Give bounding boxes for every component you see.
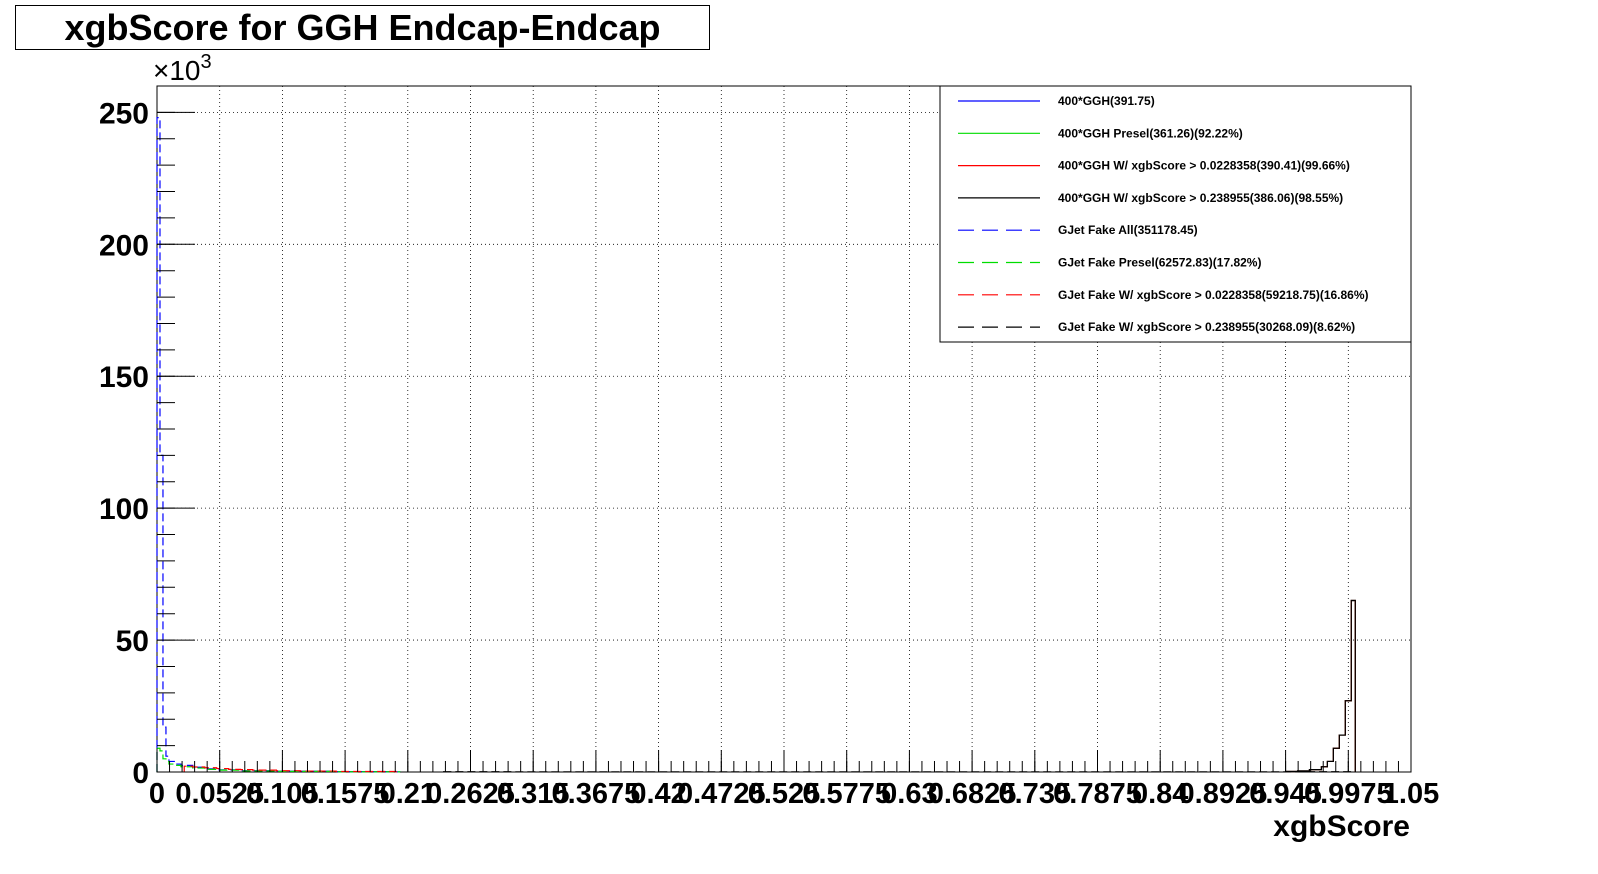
legend: 400*GGH(391.75) 400*GGH Presel(361.26)(92… bbox=[939, 85, 1412, 343]
series-group bbox=[156, 117, 1356, 773]
y-tick-label: 100 bbox=[99, 493, 149, 526]
legend-entry-label: 400*GGH(391.75) bbox=[1058, 94, 1155, 108]
x-tick-label: 0.7875 bbox=[1053, 778, 1142, 810]
x-tick-label: 0.1575 bbox=[301, 778, 390, 810]
y-tick-label: 200 bbox=[99, 229, 149, 262]
x-tick-label: 0.5775 bbox=[802, 778, 891, 810]
legend-entry-label: GJet Fake Presel(62572.83)(17.82%) bbox=[1058, 256, 1261, 270]
x-tick-label: 0 bbox=[149, 778, 165, 810]
x-tick-label: 0.84 bbox=[1132, 778, 1188, 810]
series-line-5 bbox=[156, 117, 401, 773]
x-tick-label: 0.3675 bbox=[552, 778, 641, 810]
x-tick-label: 0.105 bbox=[246, 778, 319, 810]
y-multiplier-base: ×10 bbox=[153, 55, 201, 86]
x-tick-label: 0.0525 bbox=[175, 778, 264, 810]
series-line-4 bbox=[1285, 599, 1356, 773]
legend-entry-label: 400*GGH W/ xgbScore > 0.0228358(390.41)(… bbox=[1058, 159, 1350, 173]
y-tick-label: 0 bbox=[132, 757, 149, 790]
legend-box bbox=[939, 85, 1412, 343]
series-line-2 bbox=[1285, 599, 1356, 773]
y-axis: 0 50 100 150 200 250 bbox=[99, 85, 195, 790]
x-tick-label: 0.9975 bbox=[1304, 778, 1393, 810]
y-tick-label: 150 bbox=[99, 361, 149, 394]
x-tick-label: 0.6825 bbox=[928, 778, 1017, 810]
x-tick-label: 0.8925 bbox=[1179, 778, 1268, 810]
series-line-6 bbox=[156, 747, 401, 773]
chart-title: xgbScore for GGH Endcap-Endcap bbox=[15, 5, 710, 50]
x-axis: 0 0.05250.1050.15750.210.26250.3150.36750… bbox=[149, 750, 1439, 810]
x-tick-label: 0.945 bbox=[1249, 778, 1322, 810]
x-tick-label: 0.21 bbox=[380, 778, 436, 810]
x-tick-label: 0.735 bbox=[999, 778, 1072, 810]
y-multiplier-exponent: 3 bbox=[201, 51, 212, 73]
y-tick-label: 50 bbox=[116, 625, 149, 658]
legend-entry-label: 400*GGH Presel(361.26)(92.22%) bbox=[1058, 126, 1243, 140]
series-line-3 bbox=[1285, 599, 1356, 773]
y-multiplier-label: ×103 bbox=[153, 51, 212, 86]
x-tick-label: 0.525 bbox=[748, 778, 821, 810]
legend-entry-label: GJet Fake W/ xgbScore > 0.238955(30268.0… bbox=[1058, 320, 1355, 334]
series-line-1 bbox=[1285, 599, 1356, 773]
legend-entry-label: GJet Fake W/ xgbScore > 0.0228358(59218.… bbox=[1058, 288, 1369, 302]
legend-entry-label: GJet Fake All(351178.45) bbox=[1058, 223, 1198, 237]
x-tick-label: 0.315 bbox=[497, 778, 570, 810]
x-axis-label: xgbScore bbox=[1273, 810, 1410, 843]
legend-entry-label: 400*GGH W/ xgbScore > 0.238955(386.06)(9… bbox=[1058, 191, 1343, 205]
x-tick-label: 1.05 bbox=[1383, 778, 1439, 810]
y-tick-label: 250 bbox=[99, 97, 149, 130]
x-tick-label: 0.42 bbox=[630, 778, 686, 810]
x-tick-label: 0.4725 bbox=[677, 778, 766, 810]
x-tick-label: 0.63 bbox=[881, 778, 937, 810]
series-line-7 bbox=[183, 765, 401, 773]
x-tick-label: 0.2625 bbox=[426, 778, 515, 810]
